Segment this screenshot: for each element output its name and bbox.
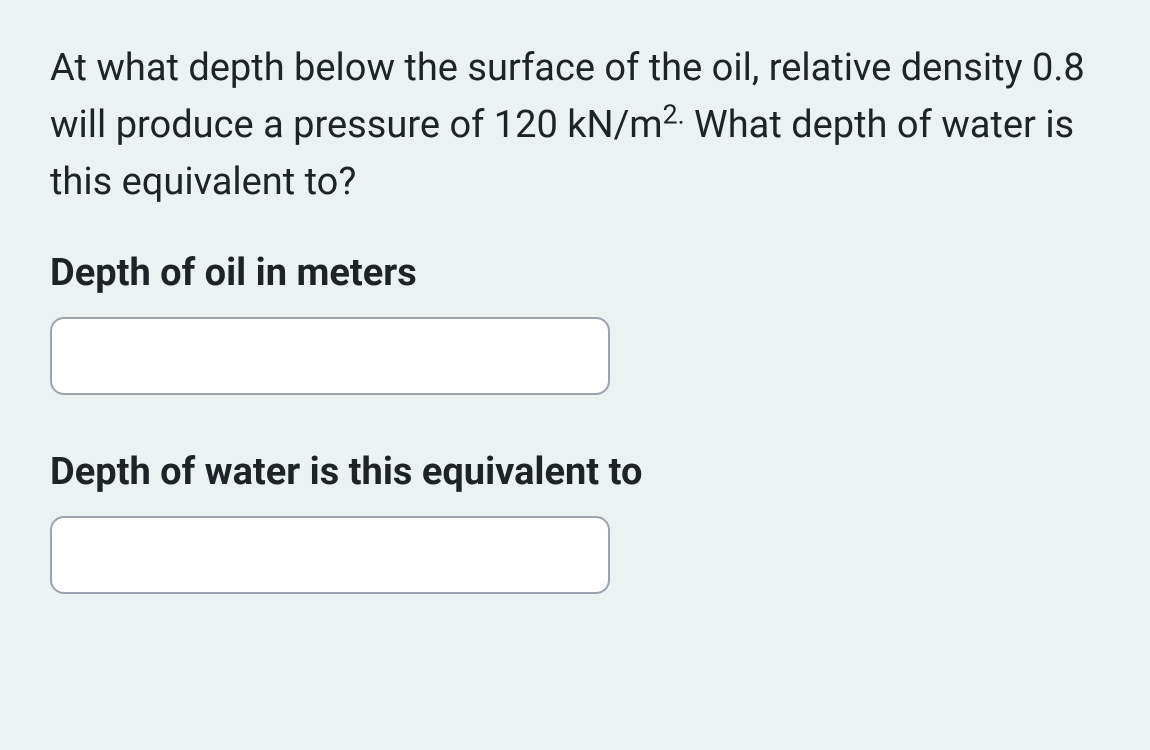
question-text: At what depth below the surface of the o… [50,40,1100,211]
question-superscript: 2. [663,99,685,130]
oil-depth-input[interactable] [50,317,610,395]
field-group-water: Depth of water is this equivalent to [50,450,1100,649]
water-depth-input[interactable] [50,516,610,594]
water-depth-label: Depth of water is this equivalent to [50,450,1100,494]
field-group-oil: Depth of oil in meters [50,251,1100,450]
oil-depth-label: Depth of oil in meters [50,251,1100,295]
